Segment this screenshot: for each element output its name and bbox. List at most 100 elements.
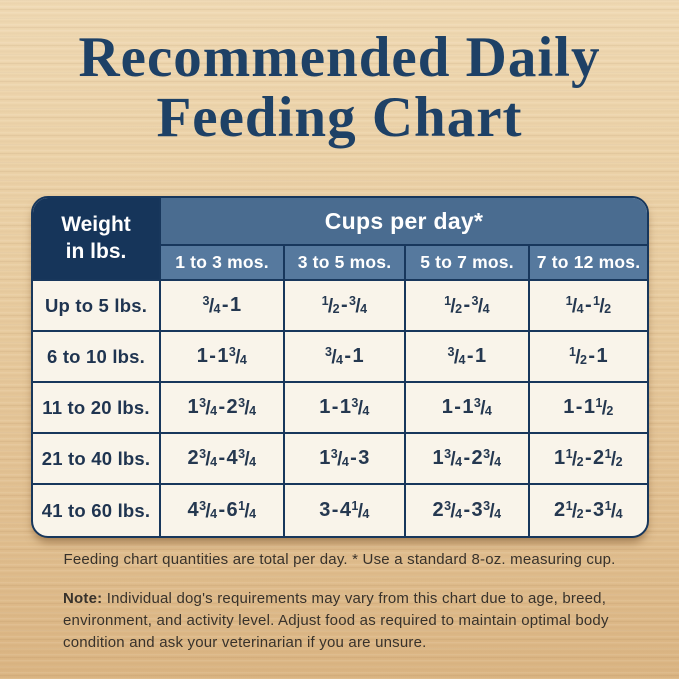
range-dash: - — [584, 447, 593, 469]
whole-number: 2 — [593, 447, 605, 469]
whole-number: 1 — [563, 396, 575, 418]
range-dash: - — [344, 345, 352, 367]
range-dash: - — [575, 396, 583, 418]
weight-row-label: 41 to 60 lbs. — [33, 485, 161, 536]
note-paragraph: Note: Individual dog's requirements may … — [63, 588, 633, 654]
whole-number: 2 — [187, 447, 200, 469]
weight-header-line-2: in lbs. — [65, 239, 127, 263]
weight-row-label: 11 to 20 lbs. — [33, 383, 161, 434]
range-dash: - — [584, 499, 593, 521]
fraction: 1/2 — [595, 395, 614, 419]
whole-number: 6 — [226, 499, 239, 521]
cups-value-cell: 1 - 1 1/2 — [530, 383, 647, 434]
range-dash: - — [463, 294, 471, 316]
cups-value-cell: 2 1/2 - 3 1/4 — [530, 485, 647, 536]
whole-number: 4 — [187, 499, 200, 521]
whole-number: 1 — [319, 396, 331, 418]
range-dash: - — [454, 396, 462, 418]
whole-number: 2 — [471, 447, 484, 469]
cups-value-cell: 4 3/4 - 6 1/4 — [161, 485, 285, 536]
fraction: 3/4 — [483, 498, 502, 522]
age-column-header: 5 to 7 mos. — [406, 246, 530, 281]
fraction: 3/4 — [238, 446, 257, 470]
whole-number: 1 — [187, 396, 200, 418]
fraction: 3/4 — [199, 395, 218, 419]
fraction: 1/4 — [565, 293, 584, 317]
whole-number: 4 — [339, 499, 352, 521]
fraction: 3/4 — [325, 344, 344, 368]
fraction: 1/2 — [569, 344, 588, 368]
whole-number: 1 — [474, 345, 487, 367]
range-dash: - — [331, 396, 339, 418]
whole-number: 1 — [217, 345, 229, 367]
cups-value-cell: 1 3/4 - 2 3/4 — [406, 434, 530, 485]
range-dash: - — [331, 499, 339, 521]
weight-row-label: 21 to 40 lbs. — [33, 434, 161, 485]
whole-number: 3 — [319, 499, 331, 521]
whole-number: 2 — [432, 499, 445, 521]
whole-number: 3 — [358, 447, 370, 469]
cups-per-day-header: Cups per day* — [161, 198, 647, 246]
range-dash: - — [463, 447, 471, 469]
fraction: 3/4 — [351, 395, 370, 419]
whole-number: 1 — [339, 396, 352, 418]
whole-number: 1 — [432, 447, 445, 469]
weight-row-label: 6 to 10 lbs. — [33, 332, 161, 383]
weight-row-label: Up to 5 lbs. — [33, 281, 161, 332]
cups-value-cell: 1/4 - 1/2 — [530, 281, 647, 332]
fraction: 1/2 — [565, 498, 584, 522]
fraction: 1/2 — [321, 293, 340, 317]
page-title-line-1: Recommended Daily — [78, 26, 601, 89]
fraction: 3/4 — [483, 446, 502, 470]
fraction: 3/4 — [228, 344, 248, 368]
range-dash: - — [350, 447, 358, 469]
cups-value-cell: 1 - 1 3/4 — [406, 383, 530, 434]
fraction: 3/4 — [349, 293, 368, 317]
fraction: 1/2 — [444, 293, 463, 317]
cups-value-cell: 1 1/2 - 2 1/2 — [530, 434, 647, 485]
cups-value-cell: 1/2 - 1 — [530, 332, 647, 383]
fraction: 3/4 — [238, 395, 257, 419]
age-column-header: 3 to 5 mos. — [285, 246, 406, 281]
fraction: 3/4 — [471, 293, 490, 317]
cups-value-cell: 1/2 - 3/4 — [285, 281, 406, 332]
fraction: 3/4 — [330, 446, 350, 470]
age-column-header: 7 to 12 mos. — [530, 246, 647, 281]
cups-value-cell: 3/4 - 1 — [406, 332, 530, 383]
range-dash: - — [221, 294, 229, 316]
note-label: Note: — [63, 590, 103, 607]
cups-value-cell: 3/4 - 1 — [285, 332, 406, 383]
footnote-measuring-cup: Feeding chart quantities are total per d… — [63, 551, 616, 568]
range-dash: - — [588, 345, 596, 367]
range-dash: - — [340, 294, 349, 316]
cups-value-cell: 1 3/4 - 2 3/4 — [161, 383, 285, 434]
whole-number: 2 — [226, 396, 239, 418]
whole-number: 1 — [352, 345, 364, 367]
cups-value-cell: 3/4 - 1 — [161, 281, 285, 332]
range-dash: - — [209, 345, 217, 367]
feeding-table: Weight in lbs. Cups per day* 1 to 3 mos. 3 t… — [31, 196, 649, 538]
fraction: 1/2 — [604, 446, 623, 470]
whole-number: 3 — [471, 499, 484, 521]
fraction: 3/4 — [444, 446, 463, 470]
fraction: 3/4 — [199, 498, 218, 522]
whole-number: 1 — [229, 294, 242, 316]
whole-number: 3 — [593, 499, 605, 521]
whole-number: 2 — [554, 499, 566, 521]
range-dash: - — [218, 499, 226, 521]
fraction: 1/2 — [565, 446, 584, 470]
cups-value-cell: 3 - 4 1/4 — [285, 485, 406, 536]
range-dash: - — [218, 447, 226, 469]
whole-number: 1 — [596, 345, 608, 367]
whole-number: 1 — [319, 447, 331, 469]
cups-value-cell: 1 - 1 3/4 — [285, 383, 406, 434]
whole-number: 1 — [554, 447, 566, 469]
cups-value-cell: 2 3/4 - 4 3/4 — [161, 434, 285, 485]
whole-number: 1 — [441, 396, 454, 418]
whole-number: 1 — [196, 345, 209, 367]
fraction: 3/4 — [199, 446, 218, 470]
fraction: 1/4 — [351, 498, 370, 522]
fraction: 1/4 — [238, 498, 257, 522]
page-title-line-2: Feeding Chart — [156, 85, 523, 149]
